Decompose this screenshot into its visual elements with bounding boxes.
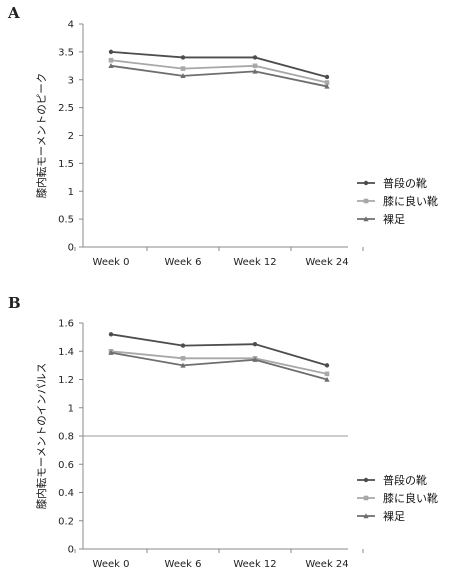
data-point	[180, 66, 186, 71]
data-point	[108, 349, 114, 355]
data-point	[252, 55, 258, 60]
legend-marker	[363, 198, 369, 204]
data-point	[252, 341, 258, 347]
legend-marker	[363, 513, 369, 519]
series-line	[110, 64, 328, 88]
x-tick-label: Week 12	[233, 257, 276, 268]
series-line	[110, 333, 328, 367]
legend-label: 裸足	[383, 212, 405, 226]
x-tick-label: Week 6	[165, 559, 202, 570]
series-line	[110, 50, 328, 78]
data-point	[252, 68, 258, 74]
legend-marker	[363, 495, 369, 501]
panel-label: A	[7, 4, 20, 22]
series-line	[110, 59, 328, 84]
series-line	[110, 350, 328, 375]
legend-label: 膝に良い靴	[383, 491, 438, 505]
legend-label: 普段の靴	[383, 176, 427, 190]
legend-marker	[363, 477, 369, 483]
y-tick-label: 0.6	[58, 460, 74, 471]
legend-label: 裸足	[383, 509, 405, 523]
data-point	[324, 74, 330, 80]
data-point	[324, 363, 330, 368]
x-tick-label: Week 0	[93, 257, 130, 268]
data-point	[180, 356, 186, 361]
y-tick-label: 1	[68, 187, 74, 198]
legend-label: 普段の靴	[383, 473, 427, 487]
legend-marker	[363, 180, 369, 186]
chart-panel-a: A 0 0.5 1 1.5 2 2.5 3 3.5 4 Week 0 Week 6 Week 12 Wee…	[7, 4, 438, 268]
data-point	[180, 55, 186, 60]
data-point	[108, 332, 114, 337]
legend-marker	[363, 216, 369, 222]
x-tick-label: Week 12	[233, 559, 276, 570]
y-axis-label: 膝内転モーメントのピーク	[35, 73, 48, 199]
data-point	[108, 57, 114, 63]
y-tick-label: 1	[68, 403, 74, 414]
y-tick-label: 0.5	[58, 215, 74, 226]
y-tick-label: 0	[68, 545, 74, 556]
y-tick-label: 1.4	[58, 347, 74, 358]
y-tick-label: 0.8	[58, 432, 74, 443]
y-tick-label: 2.5	[58, 103, 74, 114]
data-point	[108, 63, 114, 69]
data-point	[324, 376, 330, 382]
data-point	[324, 371, 330, 377]
data-point	[324, 80, 330, 85]
x-tick-label: Week 24	[305, 257, 348, 268]
x-tick-label: Week 24	[305, 559, 348, 570]
y-tick-label: 0	[68, 243, 74, 254]
data-point	[252, 356, 258, 362]
x-tick-label: Week 0	[93, 559, 130, 570]
y-tick-label: 0.2	[58, 516, 74, 527]
y-tick-label: 1.5	[58, 159, 74, 170]
y-tick-label: 2	[68, 131, 74, 142]
y-tick-label: 1.2	[58, 375, 74, 386]
y-axis-label: 膝内転モーメントのインパルス	[35, 363, 48, 510]
panel-label: B	[8, 294, 21, 312]
data-point	[180, 73, 186, 79]
data-point	[252, 63, 258, 69]
data-point	[108, 49, 114, 55]
data-point	[180, 343, 186, 348]
y-tick-label: 1.6	[58, 319, 74, 330]
x-tick-label: Week 6	[165, 257, 202, 268]
legend-label: 膝に良い靴	[383, 194, 438, 208]
series-line	[110, 351, 328, 381]
data-point	[180, 362, 186, 368]
y-tick-label: 0.4	[58, 488, 74, 499]
data-point	[324, 83, 330, 89]
chart-panel-b: B 0 0.2 0.4 0.6 0.8 1 1.2 1.4 1.6 Week 0 Week 6 Week…	[8, 294, 438, 570]
y-tick-label: 3	[68, 75, 74, 86]
y-tick-label: 4	[68, 20, 74, 31]
y-tick-label: 3.5	[58, 47, 74, 58]
